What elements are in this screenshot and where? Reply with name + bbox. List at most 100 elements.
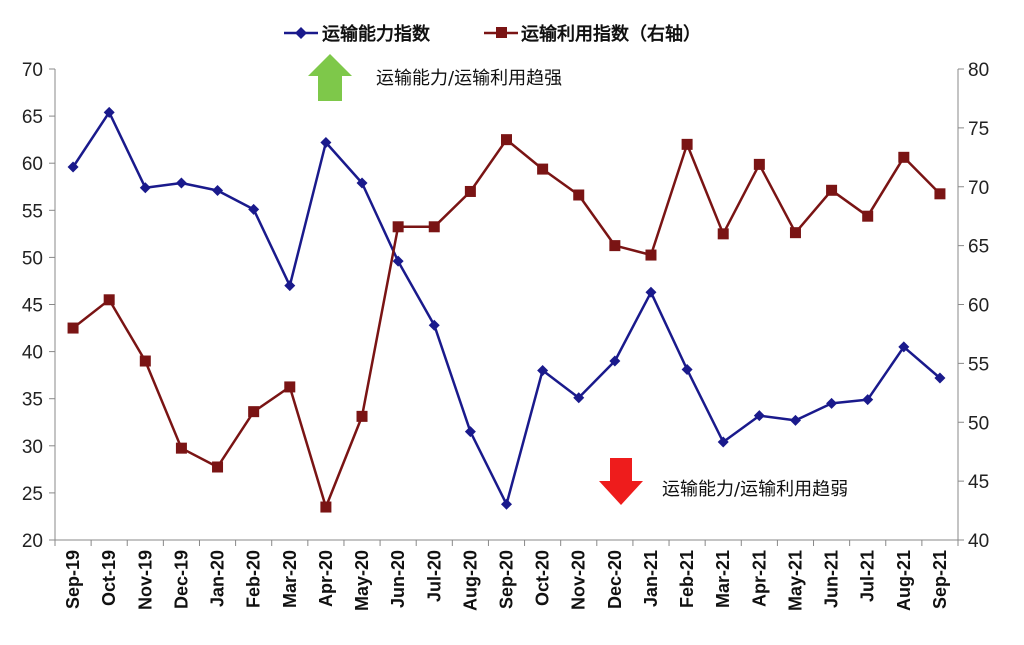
left-tick-label: 50: [22, 248, 43, 269]
series-layer: [67, 106, 946, 513]
left-axis-ticks: 20 25 30 35 40 45 50 55 60 65 70: [22, 60, 55, 552]
legend-capacity-marker: [295, 27, 307, 39]
legend-item-utilization: 运输利用指数（右轴）: [484, 23, 701, 45]
right-tick-label: 60: [968, 296, 989, 317]
data-point: [573, 392, 585, 404]
left-tick-label: 25: [22, 484, 43, 505]
annotation-up: 运输能力/运输利用趋强: [308, 54, 562, 101]
data-point: [428, 319, 440, 331]
data-point: [717, 436, 729, 448]
legend: 运输能力指数 运输利用指数（右轴）: [284, 23, 701, 45]
x-tick-label: Apr-21: [749, 550, 769, 607]
x-tick-label: Jun-21: [822, 550, 842, 608]
left-tick-label: 45: [22, 296, 43, 317]
data-point: [826, 397, 838, 409]
x-tick-label: Sep-21: [930, 550, 950, 609]
data-point: [501, 134, 512, 146]
data-point: [67, 161, 79, 173]
x-tick-label: Dec-19: [171, 550, 191, 609]
data-point: [826, 184, 838, 196]
legend-item-capacity: 运输能力指数: [284, 23, 431, 45]
data-point: [284, 381, 296, 393]
right-axis-ticks: 40 45 50 55 60 65 70 75 80: [958, 60, 989, 552]
left-tick-label: 30: [22, 437, 43, 458]
x-tick-label: May-21: [785, 550, 805, 611]
left-tick-label: 35: [22, 390, 43, 411]
x-tick-label: Apr-20: [316, 550, 336, 607]
data-point: [681, 138, 693, 150]
legend-utilization-label: 运输利用指数（右轴）: [521, 23, 701, 45]
x-tick-label: Nov-19: [135, 550, 155, 610]
data-point: [139, 355, 151, 367]
data-point: [139, 182, 151, 194]
data-point: [789, 227, 801, 239]
x-tick-label: Sep-19: [63, 550, 83, 609]
data-point: [212, 185, 224, 197]
data-point: [537, 163, 549, 175]
data-point: [789, 414, 801, 426]
data-point: [320, 501, 332, 513]
left-tick-label: 70: [22, 60, 43, 81]
data-point: [464, 185, 476, 197]
data-point: [862, 210, 874, 222]
data-point: [753, 410, 765, 422]
x-tick-label: May-20: [352, 550, 372, 611]
data-point: [320, 136, 332, 148]
x-tick-label: Aug-20: [460, 550, 480, 611]
series-line: [72, 111, 941, 506]
left-tick-label: 60: [22, 154, 43, 175]
right-tick-label: 70: [968, 178, 989, 199]
down-arrow-icon: [599, 458, 643, 505]
data-point: [175, 177, 187, 189]
x-tick-label: Mar-21: [713, 550, 733, 608]
data-point: [175, 442, 187, 454]
left-tick-label: 40: [22, 343, 43, 364]
annotation-up-text: 运输能力/运输利用趋强: [376, 68, 562, 89]
x-tick-label: Jul-21: [858, 550, 878, 602]
right-tick-label: 40: [968, 531, 989, 552]
data-point: [717, 228, 729, 240]
data-point: [428, 221, 440, 233]
right-tick-label: 75: [968, 119, 989, 140]
series-line: [72, 138, 941, 509]
x-tick-label: Mar-20: [280, 550, 300, 608]
data-point: [934, 372, 946, 384]
data-point: [645, 286, 657, 298]
data-point: [898, 151, 910, 163]
x-tick-label: Sep-20: [497, 550, 517, 609]
x-tick-label: Nov-20: [569, 550, 589, 610]
x-tick-label: Jan-20: [208, 550, 228, 607]
right-tick-label: 65: [968, 237, 989, 258]
left-tick-label: 65: [22, 107, 43, 128]
data-point: [356, 410, 368, 422]
data-point: [392, 255, 404, 267]
x-axis-ticks: Sep-19 Oct-19 Nov-19 Dec-19 Jan-20 Feb-20 Mar-…: [54, 540, 959, 611]
data-point: [212, 461, 224, 473]
x-tick-label: Oct-19: [99, 550, 119, 606]
right-tick-label: 45: [968, 472, 989, 493]
data-point: [501, 498, 512, 510]
data-point: [464, 426, 476, 438]
data-point: [103, 106, 115, 118]
data-point: [681, 363, 693, 375]
data-point: [67, 322, 79, 334]
left-tick-label: 55: [22, 201, 43, 222]
legend-capacity-label: 运输能力指数: [322, 23, 431, 45]
data-point: [898, 341, 910, 353]
x-tick-label: Jul-20: [424, 550, 444, 602]
data-point: [356, 177, 368, 189]
data-point: [609, 240, 621, 252]
x-tick-label: Jan-21: [641, 550, 661, 607]
annotation-down-text: 运输能力/运输利用趋弱: [662, 479, 848, 500]
x-tick-label: Jun-20: [388, 550, 408, 608]
data-point: [284, 280, 296, 292]
x-tick-label: Feb-21: [677, 550, 697, 608]
data-point: [645, 249, 657, 261]
data-point: [248, 406, 260, 418]
data-point: [392, 221, 404, 233]
legend-utilization-marker: [496, 27, 507, 38]
right-tick-label: 80: [968, 60, 989, 81]
x-tick-label: Feb-20: [244, 550, 264, 608]
